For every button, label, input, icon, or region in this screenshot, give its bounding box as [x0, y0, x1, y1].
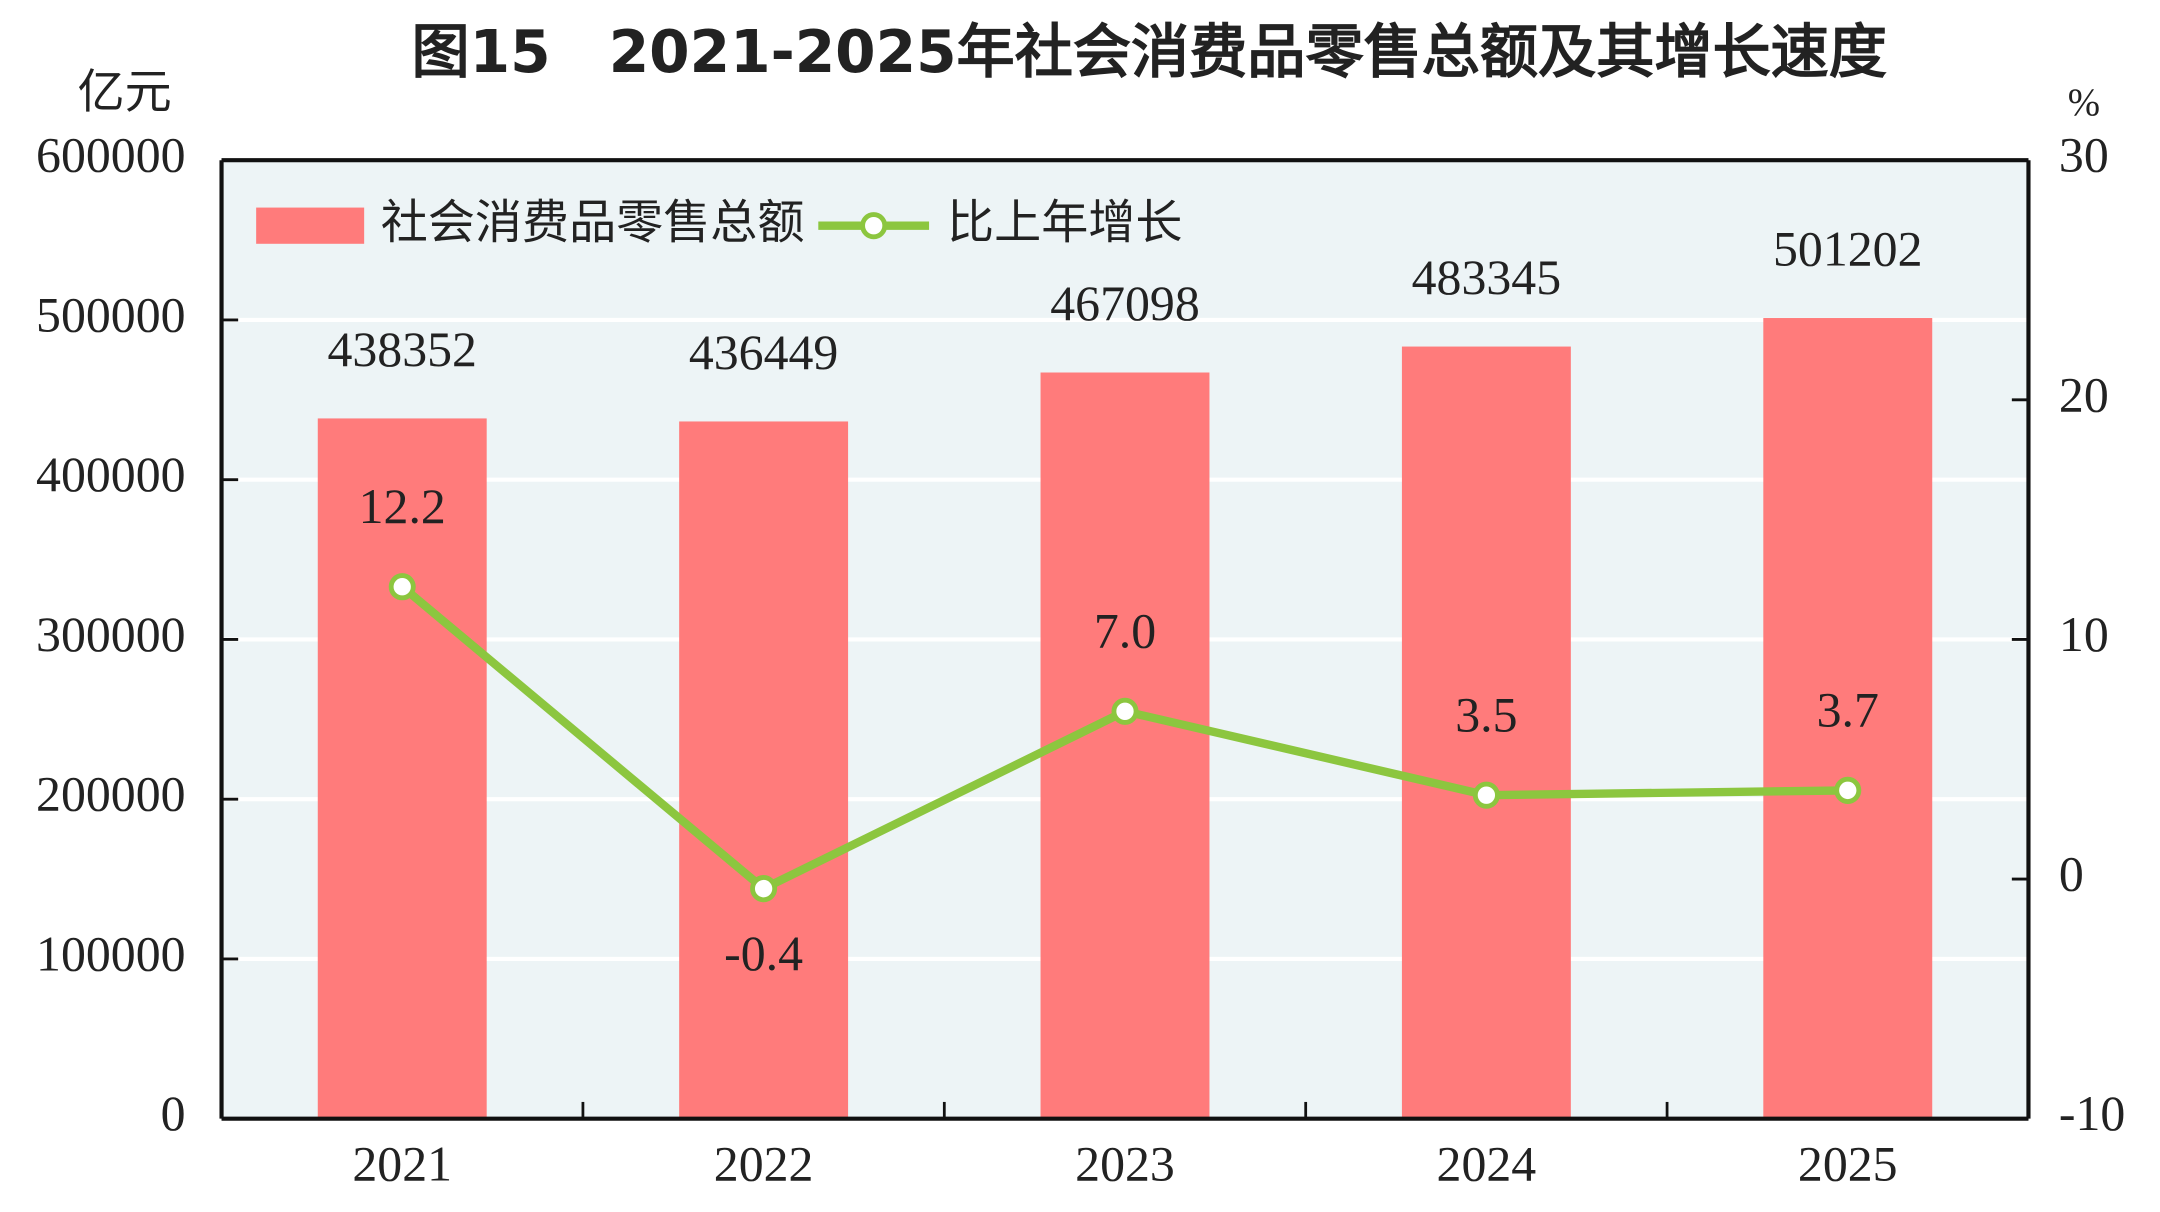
- bar: [317, 418, 487, 1119]
- bar-value-label: 438352: [327, 321, 476, 377]
- y-tick-label: 600000: [36, 127, 185, 183]
- bar-value-label: 501202: [1773, 220, 1922, 276]
- y2-axis-label: %: [2068, 81, 2100, 124]
- x-tick-label: 2024: [1437, 1135, 1537, 1191]
- bar: [679, 421, 849, 1119]
- bar-value-label: 483345: [1412, 249, 1561, 305]
- line-marker: [1834, 776, 1862, 804]
- y-tick-label: 300000: [36, 606, 185, 662]
- y-tick-label: 100000: [36, 925, 185, 981]
- chart-title: 图15 2021-2025年社会消费品零售总额及其增长速度: [412, 18, 1888, 86]
- legend-marker: [860, 212, 888, 240]
- legend-label: 比上年增长: [947, 196, 1182, 251]
- x-tick-label: 2021: [352, 1135, 452, 1191]
- y2-tick-label: 10: [2059, 606, 2109, 662]
- y-tick-label: 500000: [36, 286, 185, 342]
- y-tick-label: 200000: [36, 766, 185, 822]
- line-value-label: -0.4: [724, 925, 803, 981]
- legend-label: 社会消费品零售总额: [381, 196, 805, 251]
- bar-value-label: 436449: [689, 324, 838, 380]
- bar: [1763, 318, 1933, 1119]
- y2-tick-label: 20: [2059, 366, 2109, 422]
- line-marker: [1111, 697, 1139, 725]
- line-marker: [1472, 781, 1500, 809]
- y-tick-label: 400000: [36, 446, 185, 502]
- bar: [1401, 346, 1571, 1119]
- line-value-label: 3.7: [1817, 682, 1879, 738]
- line-marker: [388, 573, 416, 601]
- y-axis-label: 亿元: [78, 65, 172, 120]
- y-tick-label: 0: [161, 1085, 186, 1141]
- bar-value-label: 467098: [1050, 275, 1199, 331]
- line-value-label: 7.0: [1094, 602, 1156, 658]
- line-value-label: 12.2: [359, 478, 446, 534]
- y2-tick-label: -10: [2059, 1085, 2125, 1141]
- x-tick-label: 2023: [1075, 1135, 1175, 1191]
- bar: [1040, 372, 1210, 1119]
- line-value-label: 3.5: [1455, 686, 1517, 742]
- x-tick-label: 2022: [714, 1135, 814, 1191]
- y2-tick-label: 30: [2059, 127, 2109, 183]
- line-marker: [750, 875, 778, 903]
- y2-tick-label: 0: [2059, 845, 2084, 901]
- x-tick-label: 2025: [1798, 1135, 1898, 1191]
- legend-swatch: [256, 207, 365, 244]
